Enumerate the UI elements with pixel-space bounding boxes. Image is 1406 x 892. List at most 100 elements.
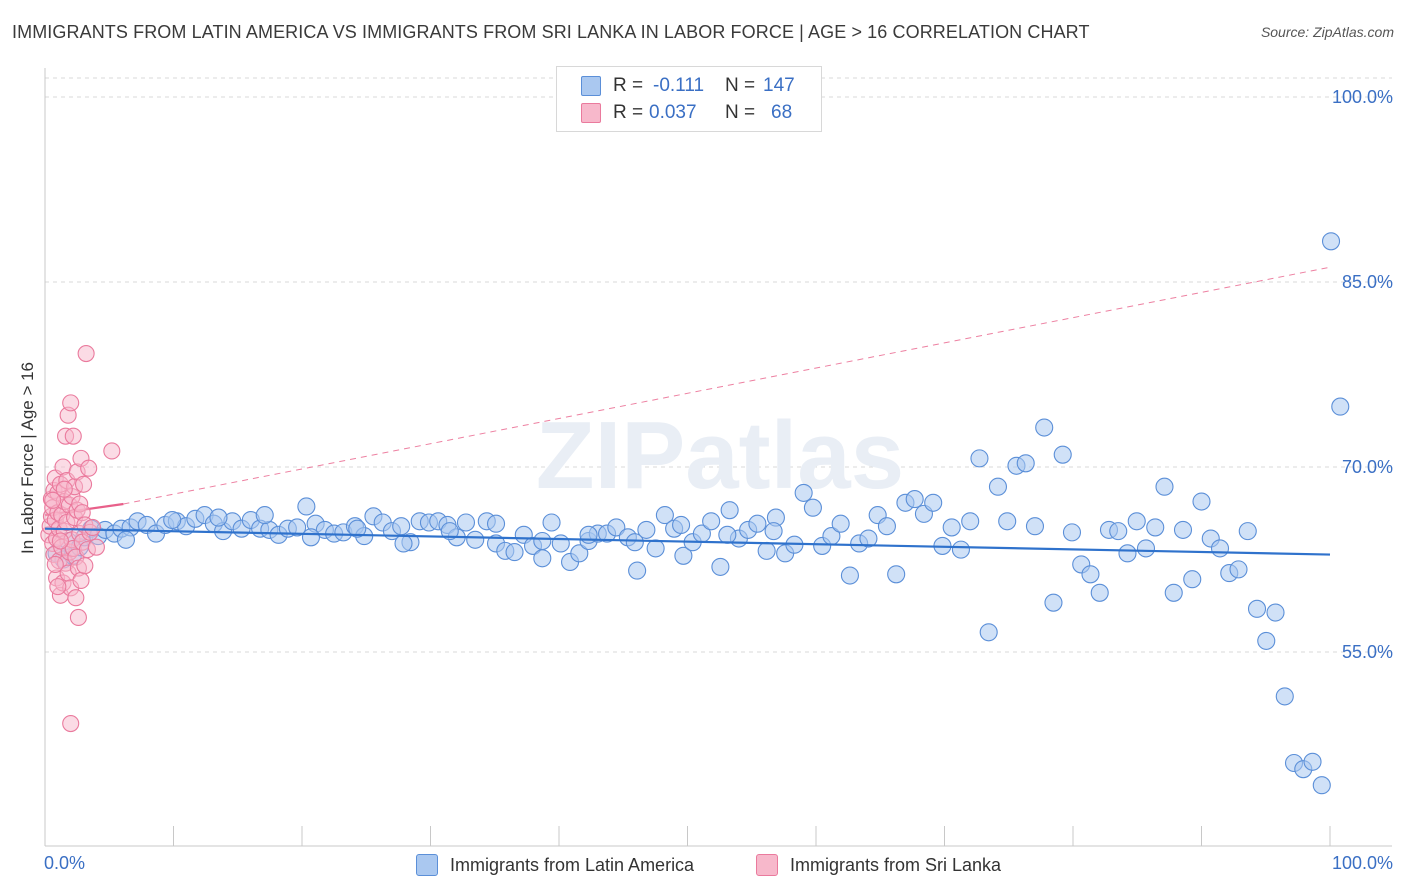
data-point-latin-america (1192, 492, 1211, 511)
data-point-latin-america (1210, 539, 1230, 558)
x-tick-labels: 0.0% 100.0% (44, 853, 1393, 873)
data-point-latin-america (1229, 560, 1248, 579)
x-tick-label: 100.0% (1332, 853, 1393, 873)
data-point-latin-america (998, 512, 1017, 531)
data-point-latin-america (288, 518, 307, 537)
data-point-sri-lanka (55, 480, 73, 498)
y-tick-label: 55.0% (1342, 642, 1393, 662)
legend-swatch-pink (581, 103, 601, 123)
data-point-latin-america (551, 534, 570, 553)
data-point-sri-lanka (67, 589, 85, 607)
data-point-latin-america (1312, 776, 1331, 795)
data-point-sri-lanka (72, 571, 90, 590)
series-sri-lanka (40, 344, 121, 733)
data-point-latin-america (1090, 583, 1109, 602)
data-point-latin-america (840, 566, 859, 585)
n-label: N = (725, 75, 756, 96)
data-point-latin-america (961, 512, 980, 531)
data-point-latin-america (1303, 752, 1322, 771)
data-point-latin-america (655, 506, 674, 525)
data-point-latin-america (466, 530, 485, 549)
data-point-latin-america (1238, 522, 1257, 541)
legend-label-sri-lanka: Immigrants from Sri Lanka (790, 854, 1002, 875)
r-value: 0.037 (649, 102, 697, 123)
data-point-latin-america (542, 513, 561, 532)
data-point-latin-america (674, 546, 693, 565)
data-point-sri-lanka (83, 518, 102, 536)
data-point-latin-america (1321, 232, 1341, 251)
data-point-latin-america (625, 533, 644, 552)
data-point-sri-lanka (62, 394, 80, 412)
data-point-sri-lanka (80, 459, 98, 477)
data-point-latin-america (1044, 593, 1063, 612)
data-point-latin-america (859, 529, 878, 548)
data-point-latin-america (1109, 522, 1128, 541)
data-point-latin-america (456, 513, 476, 532)
y-axis-label: In Labor Force | Age > 16 (18, 361, 37, 555)
watermark: ZIPatlas (536, 402, 904, 509)
n-value: 68 (771, 102, 793, 123)
data-point-latin-america (831, 514, 850, 533)
r-value: -0.111 (653, 75, 705, 96)
data-point-latin-america (979, 623, 998, 642)
data-point-latin-america (163, 510, 182, 530)
data-point-latin-america (1136, 539, 1156, 558)
data-point-sri-lanka (46, 555, 64, 573)
x-tick-label: 0.0% (44, 853, 85, 873)
y-tick-labels: 55.0% 70.0% 85.0% 100.0% (1332, 87, 1393, 662)
data-point-latin-america (1247, 599, 1267, 618)
data-point-latin-america (924, 493, 943, 512)
data-point-latin-america (764, 522, 783, 541)
source-credit: Source: ZipAtlas.com (1260, 24, 1394, 40)
legend-swatch-blue (581, 76, 601, 96)
data-point-sri-lanka (77, 344, 95, 363)
data-point-latin-america (803, 498, 822, 517)
data-point-latin-america (1127, 512, 1146, 531)
trend-line-pink-dashed (123, 266, 1331, 505)
data-point-latin-america (757, 541, 776, 560)
trend-line-blue (44, 527, 1331, 556)
data-point-latin-america (1025, 517, 1045, 536)
data-point-latin-america (348, 519, 367, 538)
data-point-latin-america (533, 549, 552, 568)
data-point-latin-america (394, 534, 413, 553)
data-point-latin-america (905, 490, 924, 509)
data-point-sri-lanka (49, 578, 67, 596)
data-point-latin-america (209, 508, 228, 527)
data-point-sri-lanka (62, 714, 80, 733)
data-point-latin-america (533, 531, 552, 551)
data-point-latin-america (672, 515, 691, 535)
trend-line-latin-america (44, 527, 1331, 556)
data-point-latin-america (505, 543, 524, 562)
y-tick-label: 100.0% (1332, 87, 1393, 107)
chart-title: IMMIGRANTS FROM LATIN AMERICA VS IMMIGRA… (12, 22, 1090, 42)
y-tick-label: 85.0% (1342, 272, 1393, 292)
r-label: R = (613, 102, 644, 123)
data-point-latin-america (748, 514, 767, 533)
data-point-latin-america (628, 561, 647, 580)
axes (44, 68, 1392, 847)
data-point-latin-america (1155, 477, 1174, 496)
legend-swatch-blue (416, 854, 438, 876)
data-point-latin-america (570, 544, 589, 563)
data-point-latin-america (1081, 565, 1100, 584)
legend-item-latin-america: Immigrants from Latin America (416, 852, 694, 878)
r-label: R = (613, 75, 644, 96)
data-point-sri-lanka (87, 538, 105, 556)
data-point-latin-america (988, 477, 1008, 496)
data-point-latin-america (1118, 544, 1137, 563)
y-tick-label: 70.0% (1342, 457, 1393, 477)
data-point-latin-america (116, 530, 136, 549)
legend-item-sri-lanka: Immigrants from Sri Lanka (756, 852, 1001, 878)
data-point-sri-lanka (76, 557, 94, 575)
n-value: 147 (763, 75, 795, 96)
data-point-latin-america (301, 528, 321, 547)
data-point-latin-america (392, 517, 411, 536)
data-point-latin-america (942, 518, 961, 537)
legend-swatch-pink (756, 854, 778, 876)
data-point-latin-america (1146, 518, 1165, 537)
data-point-sri-lanka (69, 608, 87, 627)
data-point-latin-america (951, 540, 970, 559)
data-point-sri-lanka (103, 442, 121, 460)
